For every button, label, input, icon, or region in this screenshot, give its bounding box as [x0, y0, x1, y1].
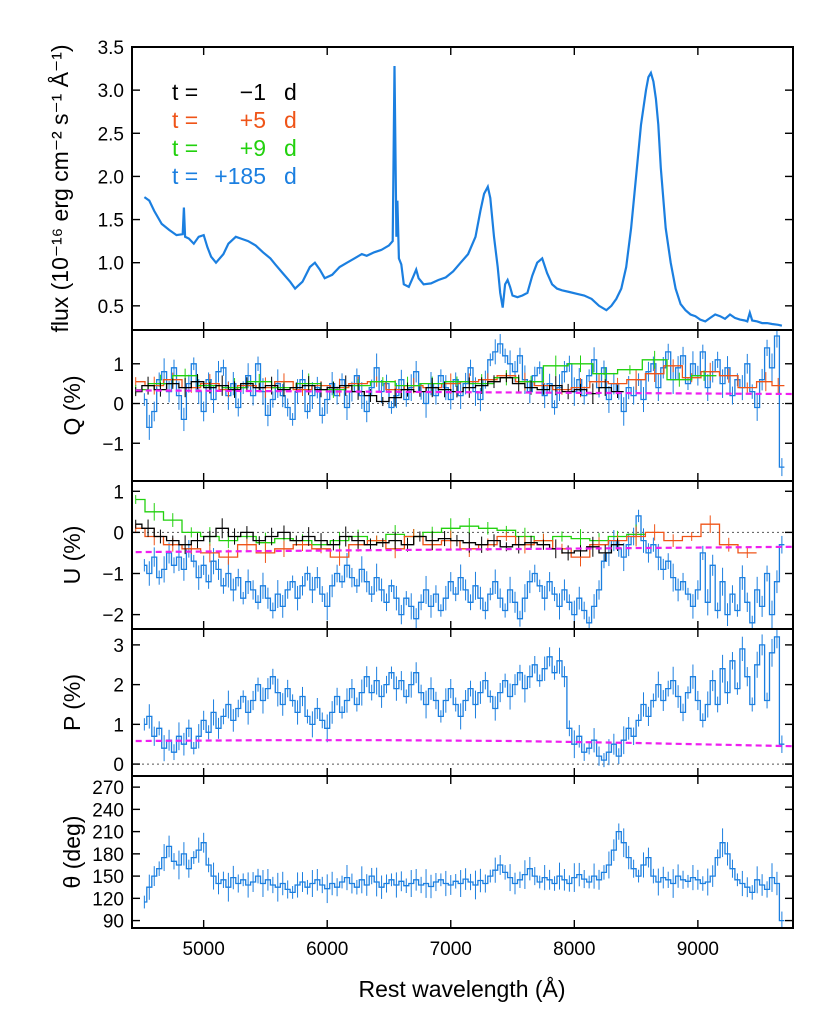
x-tick-label: 6000: [306, 939, 348, 960]
legend-unit: d: [284, 163, 297, 189]
data-line: [143, 65, 783, 327]
y-tick-label: 1.5: [98, 211, 124, 232]
x-tick-label: 9000: [677, 939, 719, 960]
y-tick-label: 150: [92, 867, 124, 888]
data-line: [135, 377, 624, 403]
y-tick-label: 210: [92, 823, 124, 844]
legend-unit: d: [284, 79, 297, 105]
y-tick-label: 1: [113, 715, 124, 736]
y-tick-label: 1: [113, 482, 124, 503]
isp-line: [135, 739, 793, 748]
y-tick-label: −2: [102, 606, 124, 627]
y-axis-label: Q (%): [59, 375, 85, 435]
legend: t = −1 d t = +5 d t = +9 d t = +185 d: [172, 79, 297, 189]
data-line: [144, 515, 785, 624]
legend-value: +9: [240, 135, 266, 161]
y-tick-label: −1: [102, 565, 124, 586]
y-tick-label: 0.5: [98, 297, 124, 318]
panel-U: −2 −1 0 1 U (%): [59, 480, 794, 630]
legend-entry: t = +5 d: [172, 107, 297, 133]
legend-entry: t = −1 d: [172, 79, 297, 105]
y-tick-label: −1: [102, 434, 124, 455]
y-tick-label: 2.0: [98, 167, 124, 188]
panel-frame: [131, 775, 794, 929]
y-tick-label: 0: [113, 755, 124, 776]
x-tick-label: 5000: [183, 939, 225, 960]
y-tick-label: 270: [92, 778, 124, 799]
y-tick-label: 1.0: [98, 254, 124, 275]
y-tick-label: 0: [113, 395, 124, 416]
data-line: [144, 830, 785, 922]
series-U-m1: [135, 518, 624, 562]
legend-prefix: t =: [172, 163, 198, 189]
x-tick-label: 7000: [430, 939, 472, 960]
series-theta-p185: [143, 823, 785, 928]
legend-unit: d: [284, 135, 297, 161]
legend-prefix: t =: [172, 79, 198, 105]
y-tick-label: 180: [92, 845, 124, 866]
y-tick-label: 3: [113, 636, 124, 657]
y-tick-label: 90: [103, 912, 124, 933]
data-line: [135, 365, 785, 391]
legend-value: −1: [240, 79, 266, 105]
series-U-p185: [143, 509, 785, 629]
series-flux-p185: [143, 65, 783, 327]
legend-entry: t = +185 d: [172, 163, 297, 189]
y-axis-label: flux (10⁻¹⁶ erg cm⁻² s⁻¹ Å⁻¹): [46, 44, 73, 332]
y-tick-label: 2: [113, 676, 124, 697]
y-tick-label: 0: [113, 523, 124, 544]
legend-unit: d: [284, 107, 297, 133]
data-line: [135, 523, 757, 558]
x-tick-label: 8000: [553, 939, 595, 960]
panel-P: 0 1 2 3 P (%): [59, 628, 794, 777]
y-tick-label: 240: [92, 800, 124, 821]
legend-entry: t = +9 d: [172, 135, 297, 161]
y-axis-label: P (%): [59, 674, 85, 731]
y-tick-label: 3.5: [98, 38, 124, 59]
series-Q-p185: [143, 330, 785, 477]
legend-prefix: t =: [172, 107, 198, 133]
legend-prefix: t =: [172, 135, 198, 161]
legend-value: +185: [214, 163, 266, 189]
legend-value: +5: [240, 107, 266, 133]
y-tick-label: 120: [92, 889, 124, 910]
x-axis-label: Rest wavelength (Å): [358, 975, 565, 1002]
panel-flux: 0.5 1.0 1.5 2.0 2.5 3.0 3.5 flux (10⁻¹⁶ erg cm⁻…: [46, 38, 794, 333]
data-line: [135, 498, 646, 546]
series-P-p185: [143, 629, 785, 768]
y-axis-label: U (%): [59, 526, 85, 585]
data-line: [135, 523, 624, 554]
panel-frame: [131, 329, 794, 482]
y-tick-label: 1: [113, 355, 124, 376]
y-tick-label: 2.5: [98, 124, 124, 145]
series-U-p9: [135, 495, 646, 553]
y-tick-label: 3.0: [98, 81, 124, 102]
panel-Q: −1 0 1 Q (%): [59, 329, 794, 482]
data-line: [144, 335, 785, 468]
data-line: [144, 636, 785, 761]
y-axis-label: θ (deg): [59, 816, 85, 889]
